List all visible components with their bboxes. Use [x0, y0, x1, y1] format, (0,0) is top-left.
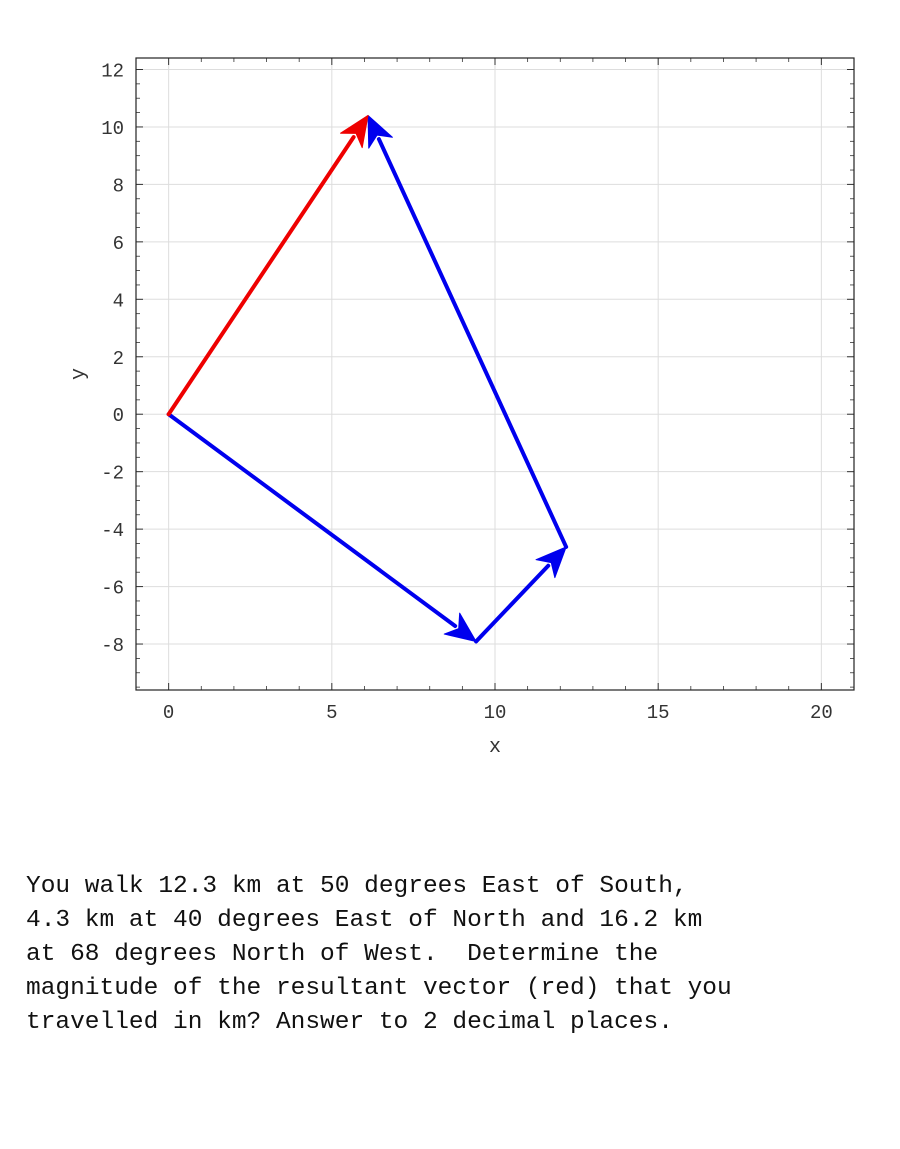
x-tick-label: 0	[163, 702, 174, 724]
y-tick-label: 2	[113, 348, 124, 370]
vector-shaft	[376, 137, 569, 549]
axis-ticks	[135, 58, 855, 690]
vector-resultant	[166, 114, 369, 417]
y-tick-label: 0	[113, 405, 124, 427]
arrowhead	[340, 114, 369, 149]
x-tick-label: 10	[484, 702, 507, 724]
x-tick-label: 5	[326, 702, 337, 724]
y-tick-label: 8	[113, 175, 124, 197]
question-line: travelled in km? Answer to 2 decimal pla…	[26, 1009, 673, 1036]
y-tick-label: -6	[101, 578, 124, 600]
question-line: 4.3 km at 40 degrees East of North and 1…	[26, 907, 703, 934]
arrowhead	[367, 114, 393, 149]
y-axis-label: y	[68, 368, 91, 380]
vector-shaft	[166, 135, 356, 417]
vectors	[166, 114, 569, 644]
question-line: at 68 degrees North of West. Determine t…	[26, 941, 659, 968]
grid-lines	[136, 58, 854, 690]
arrowhead	[443, 612, 477, 642]
vector-shaft	[166, 412, 458, 628]
plot-frame	[135, 57, 855, 691]
vector-leg-2	[474, 546, 567, 644]
y-tick-label: -8	[101, 635, 124, 657]
question-line: magnitude of the resultant vector (red) …	[26, 975, 732, 1002]
vector-leg-1	[166, 412, 477, 642]
vector-plot: 0 5 10 15 20 -8 -6 -4 -2 0 2 4 6 8 10 12 x y	[68, 57, 855, 759]
x-axis-label: x	[489, 736, 501, 759]
y-tick-label: -2	[101, 463, 124, 485]
x-tick-label: 15	[647, 702, 670, 724]
y-tick-label: 4	[113, 290, 124, 312]
vector-leg-3	[367, 114, 569, 549]
tick-labels: 0 5 10 15 20 -8 -6 -4 -2 0 2 4 6 8 10 12	[101, 60, 833, 724]
question-text: You walk 12.3 km at 50 degrees East of S…	[26, 870, 886, 1040]
y-tick-label: 12	[101, 60, 124, 82]
y-tick-label: 6	[113, 233, 124, 255]
x-tick-label: 20	[810, 702, 833, 724]
y-tick-label: -4	[101, 520, 124, 542]
arrowhead	[535, 546, 567, 579]
vector-shaft	[474, 563, 551, 644]
y-tick-label: 10	[101, 118, 124, 140]
question-line: You walk 12.3 km at 50 degrees East of S…	[26, 873, 688, 900]
